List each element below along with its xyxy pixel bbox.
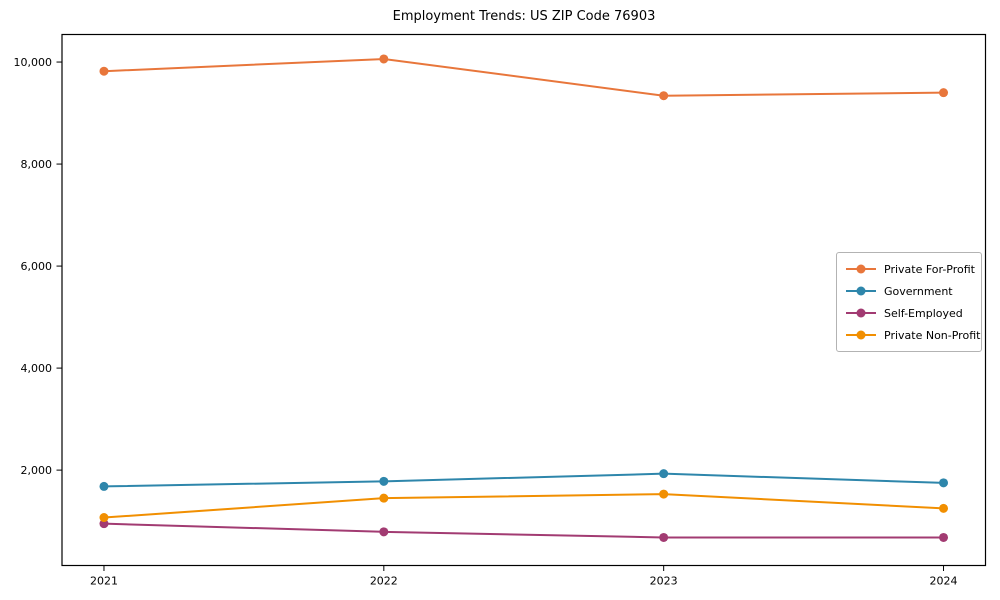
data-point bbox=[379, 54, 389, 64]
legend-line-marker-icon bbox=[846, 307, 876, 319]
series-line-private-for-profit bbox=[103, 57, 944, 97]
series-line-government bbox=[103, 472, 944, 488]
x-tick-label: 2021 bbox=[90, 575, 118, 588]
data-point bbox=[659, 532, 669, 542]
data-point bbox=[99, 481, 109, 491]
data-point bbox=[939, 532, 949, 542]
data-point bbox=[939, 503, 949, 513]
x-tick-label: 2023 bbox=[650, 575, 678, 588]
legend-line-marker-icon bbox=[846, 263, 876, 275]
data-point bbox=[379, 527, 389, 537]
data-point bbox=[99, 513, 109, 523]
data-point bbox=[659, 469, 669, 479]
data-point bbox=[659, 91, 669, 101]
legend-item: Private For-Profit bbox=[846, 260, 975, 278]
data-point bbox=[99, 66, 109, 76]
chart-title: Employment Trends: US ZIP Code 76903 bbox=[392, 9, 656, 24]
data-point bbox=[379, 476, 389, 486]
y-tick-label: 4,000 bbox=[21, 362, 53, 375]
legend-label: Private For-Profit bbox=[884, 262, 975, 276]
series-line-private-non-profit bbox=[103, 493, 944, 519]
data-point bbox=[939, 88, 949, 98]
legend-item: Private Non-Profit bbox=[846, 326, 980, 344]
legend-label: Self-Employed bbox=[884, 306, 963, 320]
legend-line-marker-icon bbox=[846, 285, 876, 297]
series-line-self-employed bbox=[103, 522, 944, 539]
legend-label: Government bbox=[884, 284, 953, 298]
legend-label: Private Non-Profit bbox=[884, 328, 981, 342]
y-tick-label: 10,000 bbox=[14, 56, 53, 69]
y-tick-label: 8,000 bbox=[21, 158, 53, 171]
axes-frame bbox=[61, 33, 987, 567]
legend-item: Self-Employed bbox=[846, 304, 972, 322]
data-point bbox=[659, 489, 669, 499]
x-tick-label: 2024 bbox=[930, 575, 958, 588]
data-point bbox=[379, 493, 389, 503]
legend-line-marker-icon bbox=[846, 329, 876, 341]
y-tick-label: 2,000 bbox=[21, 464, 53, 477]
y-tick-label: 6,000 bbox=[21, 260, 53, 273]
data-point bbox=[939, 478, 949, 488]
legend-item: Government bbox=[846, 282, 972, 300]
x-tick-label: 2022 bbox=[370, 575, 398, 588]
legend: Private For-Profit Government Self-Employe… bbox=[836, 252, 982, 352]
